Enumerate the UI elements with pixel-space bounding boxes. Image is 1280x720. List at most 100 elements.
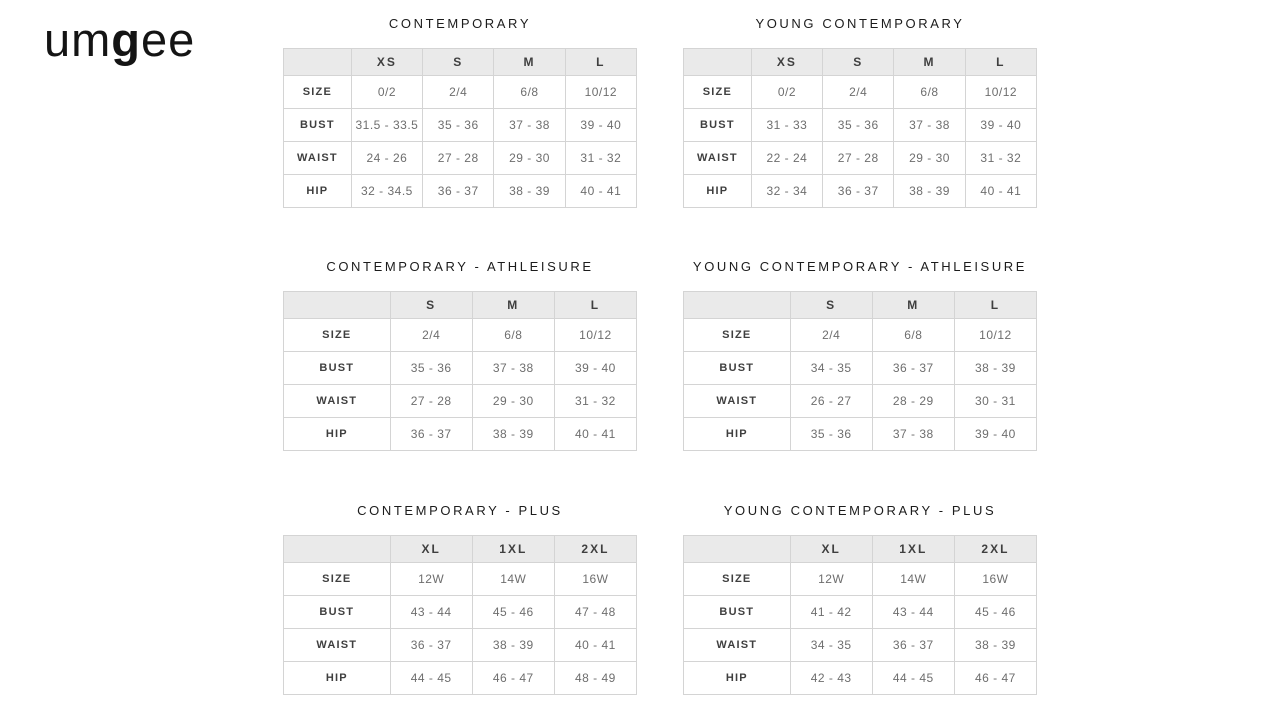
measurement-value: 38 - 39 <box>471 417 555 451</box>
corner-cell <box>283 48 352 76</box>
measurement-value: 10/12 <box>564 75 638 109</box>
corner-cell <box>283 291 391 319</box>
measurement-value: 37 - 38 <box>893 108 966 142</box>
size-header-row: XS S M L <box>283 48 638 76</box>
measurement-value: 36 - 37 <box>871 628 955 662</box>
measurement-label: SIZE <box>683 318 791 352</box>
measurement-value: 29 - 30 <box>893 141 966 175</box>
measurement-value: 14W <box>471 562 555 596</box>
measurement-value: 34 - 35 <box>789 351 873 385</box>
measurement-value: 6/8 <box>493 75 566 109</box>
measurement-label: WAIST <box>283 141 352 175</box>
size-table: S M L SIZE 2/4 6/8 10/12 BUST 34 - 35 36 - 37 38 -… <box>683 291 1038 451</box>
measurement-row: WAIST 24 - 26 27 - 28 29 - 30 31 - 32 <box>283 141 638 175</box>
chart-title: YOUNG CONTEMPORARY <box>755 16 965 31</box>
measurement-value: 38 - 39 <box>471 628 555 662</box>
measurement-value: 37 - 38 <box>871 417 955 451</box>
size-column-header: XL <box>789 535 873 563</box>
size-column-header: S <box>422 48 495 76</box>
measurement-value: 38 - 39 <box>893 174 966 208</box>
size-table: XS S M L SIZE 0/2 2/4 6/8 10/12 BUST 31.5 - 33.5 35… <box>283 48 638 208</box>
measurement-value: 39 - 40 <box>953 417 1038 451</box>
measurement-row: BUST 43 - 44 45 - 46 47 - 48 <box>283 595 638 629</box>
logo-text-g: g <box>111 13 142 66</box>
size-column-header: L <box>953 291 1038 319</box>
measurement-value: 32 - 34 <box>750 174 824 208</box>
measurement-value: 6/8 <box>893 75 966 109</box>
measurement-value: 29 - 30 <box>471 384 555 418</box>
size-column-header: M <box>471 291 555 319</box>
measurement-value: 43 - 44 <box>871 595 955 629</box>
measurement-row: BUST 41 - 42 43 - 44 45 - 46 <box>683 595 1038 629</box>
measurement-value: 16W <box>553 562 638 596</box>
measurement-row: SIZE 0/2 2/4 6/8 10/12 <box>283 75 638 109</box>
size-header-row: XS S M L <box>683 48 1038 76</box>
measurement-row: HIP 32 - 34.5 36 - 37 38 - 39 40 - 41 <box>283 174 638 208</box>
size-column-header: XS <box>750 48 824 76</box>
measurement-row: BUST 31.5 - 33.5 35 - 36 37 - 38 39 - 40 <box>283 108 638 142</box>
measurement-row: WAIST 27 - 28 29 - 30 31 - 32 <box>283 384 638 418</box>
measurement-row: HIP 36 - 37 38 - 39 40 - 41 <box>283 417 638 451</box>
size-column-header: 1XL <box>871 535 955 563</box>
measurement-value: 31 - 32 <box>553 384 638 418</box>
measurement-value: 2/4 <box>389 318 473 352</box>
measurement-value: 45 - 46 <box>953 595 1038 629</box>
measurement-value: 16W <box>953 562 1038 596</box>
size-column-header: S <box>822 48 895 76</box>
measurement-value: 22 - 24 <box>750 141 824 175</box>
measurement-value: 42 - 43 <box>789 661 873 695</box>
measurement-label: HIP <box>283 661 391 695</box>
measurement-value: 28 - 29 <box>871 384 955 418</box>
measurement-label: SIZE <box>283 75 352 109</box>
measurement-value: 24 - 26 <box>350 141 424 175</box>
measurement-value: 10/12 <box>953 318 1038 352</box>
measurement-value: 27 - 28 <box>822 141 895 175</box>
measurement-label: SIZE <box>283 562 391 596</box>
measurement-value: 31 - 32 <box>564 141 638 175</box>
measurement-value: 35 - 36 <box>789 417 873 451</box>
measurement-label: SIZE <box>283 318 391 352</box>
measurement-value: 37 - 38 <box>471 351 555 385</box>
corner-cell <box>683 291 791 319</box>
measurement-value: 35 - 36 <box>422 108 495 142</box>
size-column-header: L <box>553 291 638 319</box>
measurement-value: 36 - 37 <box>389 628 473 662</box>
measurement-value: 14W <box>871 562 955 596</box>
measurement-value: 48 - 49 <box>553 661 638 695</box>
size-chart-young-contemporary-athleisure: YOUNG CONTEMPORARY - ATHLEISURE S M L SIZE 2… <box>683 259 1038 451</box>
corner-cell <box>683 535 791 563</box>
measurement-label: HIP <box>683 417 791 451</box>
measurement-row: WAIST 22 - 24 27 - 28 29 - 30 31 - 32 <box>683 141 1038 175</box>
measurement-value: 36 - 37 <box>389 417 473 451</box>
measurement-label: BUST <box>683 595 791 629</box>
size-column-header: L <box>564 48 638 76</box>
chart-title: CONTEMPORARY <box>388 16 532 31</box>
measurement-value: 36 - 37 <box>822 174 895 208</box>
measurement-label: HIP <box>683 661 791 695</box>
measurement-label: WAIST <box>283 384 391 418</box>
size-column-header: XL <box>389 535 473 563</box>
size-column-header: XS <box>350 48 424 76</box>
size-column-header: M <box>871 291 955 319</box>
measurement-row: HIP 35 - 36 37 - 38 39 - 40 <box>683 417 1038 451</box>
measurement-value: 40 - 41 <box>553 417 638 451</box>
chart-title: CONTEMPORARY - ATHLEISURE <box>326 259 594 274</box>
size-column-header: S <box>789 291 873 319</box>
size-table: XL 1XL 2XL SIZE 12W 14W 16W BUST 41 - 42 43 - 44 4… <box>683 535 1038 695</box>
measurement-label: WAIST <box>683 384 791 418</box>
measurement-label: SIZE <box>683 562 791 596</box>
measurement-label: HIP <box>283 417 391 451</box>
measurement-value: 39 - 40 <box>964 108 1038 142</box>
size-column-header: M <box>893 48 966 76</box>
measurement-value: 38 - 39 <box>953 628 1038 662</box>
measurement-value: 0/2 <box>350 75 424 109</box>
measurement-value: 40 - 41 <box>564 174 638 208</box>
corner-cell <box>683 48 752 76</box>
measurement-value: 32 - 34.5 <box>350 174 424 208</box>
measurement-value: 38 - 39 <box>493 174 566 208</box>
measurement-label: BUST <box>683 108 752 142</box>
umgee-logo[interactable]: umgee <box>44 12 195 67</box>
measurement-label: WAIST <box>683 141 752 175</box>
